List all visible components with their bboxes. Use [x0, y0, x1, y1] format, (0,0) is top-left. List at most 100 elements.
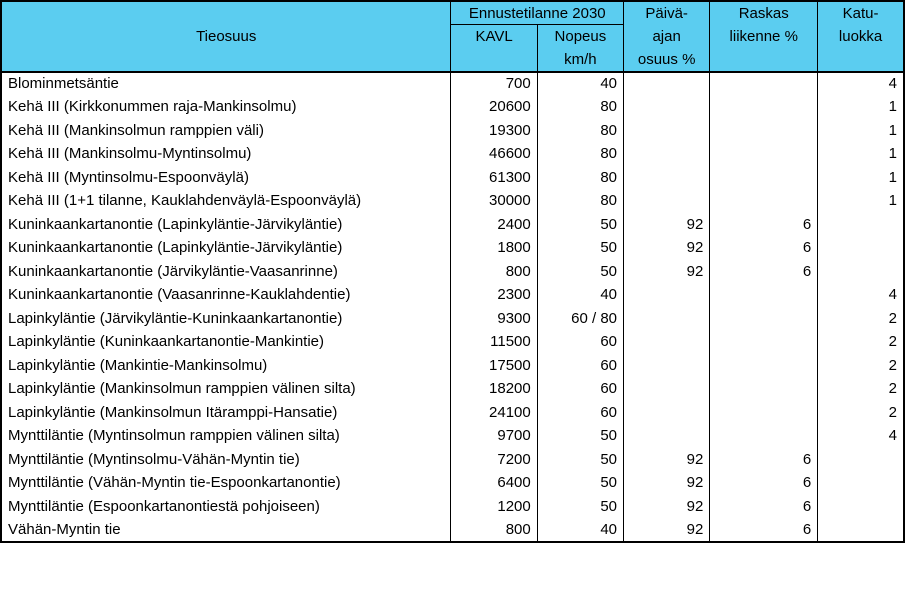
cell-name: Mynttiläntie (Vähän-Myntin tie-Espoonkar…	[1, 471, 451, 495]
cell-kavl: 11500	[451, 330, 537, 354]
table-row: Mynttiläntie (Myntinsolmu-Vähän-Myntin t…	[1, 448, 904, 472]
cell-name: Kehä III (1+1 tilanne, Kauklahdenväylä-E…	[1, 189, 451, 213]
cell-paiva	[624, 95, 710, 119]
cell-katu: 4	[818, 424, 904, 448]
cell-kavl: 7200	[451, 448, 537, 472]
cell-paiva: 92	[624, 518, 710, 542]
table-row: Lapinkyläntie (Järvikyläntie-Kuninkaanka…	[1, 307, 904, 331]
table-row: Lapinkyläntie (Mankinsolmun Itäramppi-Ha…	[1, 401, 904, 425]
cell-nopeus: 50	[537, 213, 623, 237]
cell-name: Lapinkyläntie (Kuninkaankartanontie-Mank…	[1, 330, 451, 354]
cell-katu: 4	[818, 72, 904, 96]
cell-raskas: 6	[710, 495, 818, 519]
cell-name: Kuninkaankartanontie (Lapinkyläntie-Järv…	[1, 213, 451, 237]
cell-nopeus: 60	[537, 354, 623, 378]
road-data-table: Tieosuus Ennustetilanne 2030 Päivä- Rask…	[0, 0, 905, 543]
table-row: Kehä III (Kirkkonummen raja-Mankinsolmu)…	[1, 95, 904, 119]
cell-katu: 1	[818, 119, 904, 143]
col-header-nopeus-2: km/h	[537, 48, 623, 72]
table-row: Kehä III (Myntinsolmu-Espoonväylä)613008…	[1, 166, 904, 190]
cell-name: Lapinkyläntie (Mankinsolmun Itäramppi-Ha…	[1, 401, 451, 425]
cell-paiva	[624, 142, 710, 166]
table-row: Kuninkaankartanontie (Lapinkyläntie-Järv…	[1, 236, 904, 260]
cell-kavl: 1800	[451, 236, 537, 260]
col-header-kavl-blank	[451, 48, 537, 72]
cell-paiva	[624, 119, 710, 143]
cell-name: Kehä III (Mankinsolmun ramppien väli)	[1, 119, 451, 143]
cell-katu: 2	[818, 377, 904, 401]
cell-paiva	[624, 401, 710, 425]
table-row: Vähän-Myntin tie80040926	[1, 518, 904, 542]
cell-nopeus: 60	[537, 401, 623, 425]
cell-nopeus: 50	[537, 495, 623, 519]
table-row: Blominmetsäntie700404	[1, 72, 904, 96]
col-header-raskas-blank	[710, 48, 818, 72]
cell-raskas	[710, 330, 818, 354]
cell-raskas: 6	[710, 213, 818, 237]
cell-raskas	[710, 377, 818, 401]
cell-name: Blominmetsäntie	[1, 72, 451, 96]
cell-nopeus: 50	[537, 424, 623, 448]
cell-nopeus: 80	[537, 119, 623, 143]
cell-kavl: 61300	[451, 166, 537, 190]
cell-raskas	[710, 72, 818, 96]
col-header-nopeus-1: Nopeus	[537, 25, 623, 49]
cell-paiva: 92	[624, 236, 710, 260]
cell-kavl: 700	[451, 72, 537, 96]
cell-katu: 1	[818, 95, 904, 119]
cell-raskas	[710, 424, 818, 448]
cell-name: Lapinkyläntie (Järvikyläntie-Kuninkaanka…	[1, 307, 451, 331]
cell-kavl: 9700	[451, 424, 537, 448]
cell-raskas: 6	[710, 448, 818, 472]
table-row: Kuninkaankartanontie (Lapinkyläntie-Järv…	[1, 213, 904, 237]
cell-kavl: 1200	[451, 495, 537, 519]
table-row: Kehä III (Mankinsolmun ramppien väli)193…	[1, 119, 904, 143]
table-row: Kuninkaankartanontie (Järvikyläntie-Vaas…	[1, 260, 904, 284]
cell-nopeus: 80	[537, 142, 623, 166]
cell-kavl: 17500	[451, 354, 537, 378]
cell-katu	[818, 260, 904, 284]
col-header-ennuste-group: Ennustetilanne 2030	[451, 1, 624, 25]
cell-name: Mynttiläntie (Espoonkartanontiestä pohjo…	[1, 495, 451, 519]
cell-kavl: 2400	[451, 213, 537, 237]
cell-nopeus: 60	[537, 377, 623, 401]
cell-name: Kehä III (Mankinsolmu-Myntinsolmu)	[1, 142, 451, 166]
cell-name: Mynttiläntie (Myntinsolmun ramppien väli…	[1, 424, 451, 448]
cell-paiva: 92	[624, 260, 710, 284]
table-row: Lapinkyläntie (Mankinsolmun ramppien väl…	[1, 377, 904, 401]
cell-raskas	[710, 189, 818, 213]
table-body: Blominmetsäntie700404Kehä III (Kirkkonum…	[1, 72, 904, 542]
cell-kavl: 9300	[451, 307, 537, 331]
cell-kavl: 2300	[451, 283, 537, 307]
table-row: Lapinkyläntie (Mankintie-Mankinsolmu)175…	[1, 354, 904, 378]
cell-paiva: 92	[624, 495, 710, 519]
cell-nopeus: 80	[537, 166, 623, 190]
cell-kavl: 20600	[451, 95, 537, 119]
cell-katu: 4	[818, 283, 904, 307]
table-row: Mynttiläntie (Myntinsolmun ramppien väli…	[1, 424, 904, 448]
table-row: Kuninkaankartanontie (Vaasanrinne-Kaukla…	[1, 283, 904, 307]
cell-paiva: 92	[624, 448, 710, 472]
table-row: Kehä III (Mankinsolmu-Myntinsolmu)466008…	[1, 142, 904, 166]
col-header-paiva-3: osuus %	[624, 48, 710, 72]
cell-katu	[818, 213, 904, 237]
cell-nopeus: 60 / 80	[537, 307, 623, 331]
cell-paiva	[624, 283, 710, 307]
cell-kavl: 24100	[451, 401, 537, 425]
cell-kavl: 19300	[451, 119, 537, 143]
cell-nopeus: 50	[537, 236, 623, 260]
cell-raskas	[710, 95, 818, 119]
cell-nopeus: 60	[537, 330, 623, 354]
cell-kavl: 800	[451, 260, 537, 284]
cell-raskas	[710, 354, 818, 378]
col-header-katu-1: Katu-	[818, 1, 904, 25]
cell-nopeus: 40	[537, 283, 623, 307]
cell-katu: 1	[818, 142, 904, 166]
cell-name: Kuninkaankartanontie (Lapinkyläntie-Järv…	[1, 236, 451, 260]
cell-paiva	[624, 72, 710, 96]
cell-raskas	[710, 307, 818, 331]
cell-raskas: 6	[710, 518, 818, 542]
col-header-raskas-2: liikenne %	[710, 25, 818, 49]
cell-katu: 2	[818, 401, 904, 425]
col-header-kavl: KAVL	[451, 25, 537, 49]
